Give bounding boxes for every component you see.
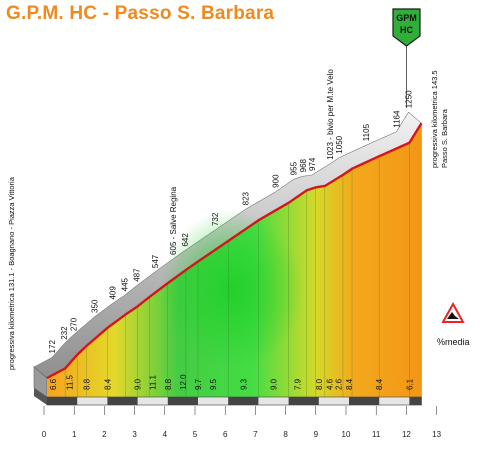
gradient-label: 8.0: [315, 378, 324, 390]
gradient-label: 11.1: [149, 374, 158, 390]
profile-base: [34, 388, 422, 406]
km-tick-label: 13: [432, 430, 441, 439]
gradient-label: 2.6: [334, 378, 343, 390]
segment-dividers: [64, 123, 422, 397]
altitude-label: 232: [60, 326, 69, 340]
altitude-label: 968: [299, 158, 308, 172]
base-km-block: [228, 397, 259, 405]
km-tick-label: 11: [372, 430, 381, 439]
profile-red-line: [46, 122, 423, 380]
altitude-label: 1050: [335, 135, 344, 153]
altitude-label: 823: [241, 191, 250, 205]
gradient-label: 8.4: [345, 378, 354, 390]
km-tick-label: 10: [342, 430, 351, 439]
gradient-label: 9.0: [134, 378, 143, 390]
altitude-label: 974: [308, 157, 317, 171]
climb-highlight: [160, 210, 304, 370]
km-tick-label: 6: [223, 430, 228, 439]
gpm-badge: GPM HC: [392, 8, 421, 108]
gradient-label: 8.8: [82, 378, 91, 390]
altitude-label: 409: [109, 286, 118, 300]
altitude-label: 900: [272, 174, 281, 188]
altitude-label: 350: [90, 299, 99, 313]
altitude-label: 487: [133, 268, 142, 282]
gradient-label: 9.7: [194, 378, 203, 390]
altitude-label: 270: [69, 317, 78, 331]
km-tick-label: 8: [283, 430, 288, 439]
start-annotation-group: progressiva kilometrica 131.1 - Boagnano…: [7, 176, 16, 370]
km-tick-label: 7: [253, 430, 258, 439]
km-tick-label: 3: [132, 430, 137, 439]
page-title: G.P.M. HC - Passo S. Barbara: [6, 3, 275, 24]
altitude-label: 1105: [362, 123, 371, 141]
km-tick-label: 9: [314, 430, 319, 439]
altitude-label: 1250: [404, 90, 413, 108]
altitude-label: 955: [290, 161, 299, 175]
gpm-badge-line2: HC: [400, 25, 413, 35]
altitude-label: 732: [211, 212, 220, 226]
altitude-label: 1023 - bivio per M.te Velo: [326, 69, 335, 160]
base-km-block: [409, 397, 422, 405]
base-km-block: [47, 397, 78, 405]
base-km-block: [349, 397, 380, 405]
end-annotation-line2: Passo S. Barbara: [440, 108, 449, 168]
km-tick-label: 12: [402, 430, 411, 439]
climb-warning-icon: [441, 301, 465, 323]
gradient-labels: 6.6 11.5 8.8 8.4 9.0 11.1 8.8 12.0 9.7 9.5 9.3 9.0 7…: [49, 374, 414, 390]
km-tick-label: 0: [42, 430, 47, 439]
altitude-label: 172: [48, 340, 57, 354]
altitude-label: 547: [151, 254, 160, 268]
gradient-label: 12.0: [179, 374, 188, 390]
gradient-label: 8.4: [375, 378, 384, 390]
legend-label: %media: [437, 337, 470, 347]
gpm-badge-line1: GPM: [396, 13, 417, 23]
km-tick-label: 2: [102, 430, 107, 439]
gradient-label: 9.0: [270, 378, 279, 390]
gradient-label: 11.5: [66, 374, 75, 390]
gradient-legend: %media: [437, 301, 470, 347]
gradient-label: 8.8: [164, 378, 173, 390]
base-km-block: [107, 397, 138, 405]
gpm-badge-shape: [392, 8, 421, 47]
gradient-label: 8.4: [103, 378, 112, 390]
base-km-block: [288, 397, 319, 405]
start-annotation: progressiva kilometrica 131.1 - Boagnano…: [7, 176, 16, 370]
altitude-label: 1164: [392, 110, 401, 128]
gradient-label: 7.9: [294, 378, 303, 390]
gradient-label: 6.1: [405, 378, 414, 390]
gradient-label: 9.3: [239, 378, 248, 390]
altitude-label: 642: [181, 233, 190, 247]
base-strip-side: [34, 388, 47, 405]
base-km-block: [167, 397, 198, 405]
profile-line: [46, 122, 423, 380]
gradient-label: 6.6: [49, 378, 58, 390]
km-tick-label: 1: [72, 430, 77, 439]
gradient-label: 9.5: [209, 378, 218, 390]
altitude-label: 445: [121, 277, 130, 291]
gradient-label: 4.6: [325, 378, 334, 390]
km-tick-label: 5: [193, 430, 198, 439]
altitude-label: 605 - Salve Regina: [169, 186, 178, 255]
end-annotation-group: progressiva kilometrica 143.5 Passo S. B…: [430, 70, 449, 168]
km-tick-label: 4: [163, 430, 168, 439]
km-axis: 0 1 2 3 4 5 6 7 8 9 10 11 12 13: [42, 406, 442, 439]
end-annotation-line1: progressiva kilometrica 143.5: [430, 70, 439, 168]
